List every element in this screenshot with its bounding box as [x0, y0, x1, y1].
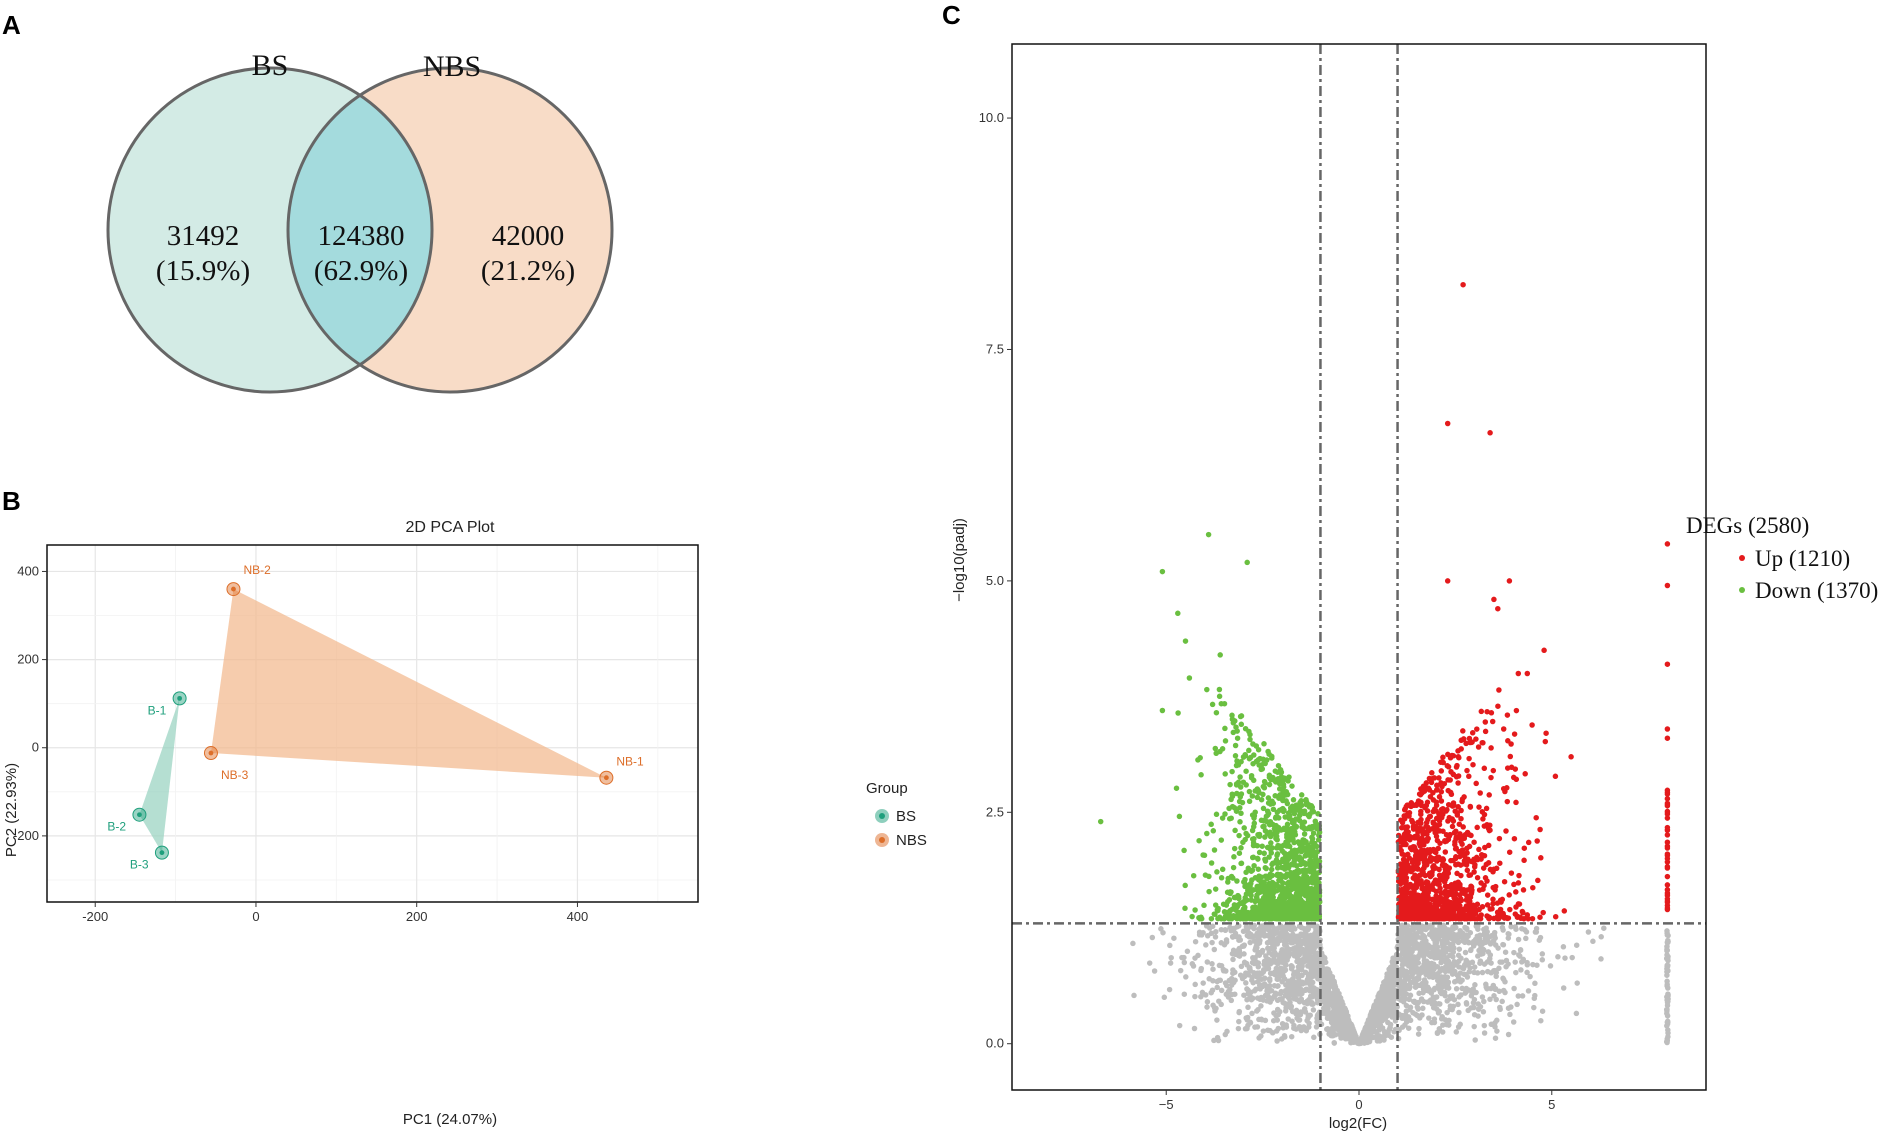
- pca-hull-bs: [139, 698, 180, 853]
- pca-point-label: B-2: [107, 820, 126, 834]
- pca-hull-nbs: [210, 589, 607, 778]
- pca-title: 2D PCA Plot: [406, 519, 495, 536]
- pca-point-core: [159, 850, 165, 856]
- pca-plot: 2D PCA Plot B-1 B-2 B-3 NB-2 NB-3 NB-1 -200 0 2…: [3, 519, 927, 1128]
- volcano-axis-ticks: −5 0 5 0.0 2.5 5.0 7.5 10.0: [979, 110, 1556, 1112]
- pca-axis-ticks: -200 0 200 400 -200 0 200 400: [13, 563, 588, 924]
- volcano-y-tick-label: 2.5: [986, 804, 1004, 819]
- volcano-panel-border: [1011, 43, 1707, 1091]
- volcano-significant-points: [1097, 281, 1671, 922]
- volcano-x-tick-label: 5: [1548, 1097, 1555, 1112]
- volcano-y-tick-label: 0.0: [986, 1036, 1004, 1051]
- volcano-y-tick-label: 10.0: [979, 110, 1004, 125]
- venn-overlap-region: [288, 68, 432, 392]
- volcano-legend-down-label: Down (1370): [1755, 578, 1878, 603]
- venn-bs-outline: [106, 66, 434, 394]
- volcano-legend-up-label: Up (1210): [1755, 546, 1850, 571]
- pca-x-tick-label: 400: [567, 909, 589, 924]
- venn-diagram: BS NBS 31492 (15.9%) 124380 (62.9%) 4200…: [106, 49, 614, 394]
- pca-legend-nbs-label: NBS: [896, 832, 927, 849]
- panel-label-b: B: [2, 486, 21, 516]
- volcano-points-up: [1395, 281, 1671, 922]
- volcano-background-points: [1130, 922, 1671, 1047]
- venn-nbs-only-percent: (21.2%): [481, 255, 575, 287]
- pca-y-axis-label: PC2 (22.93%): [3, 763, 20, 857]
- volcano-x-tick-label: −5: [1159, 1097, 1174, 1112]
- pca-points: B-1 B-2 B-3 NB-2 NB-3 NB-1: [107, 563, 644, 872]
- volcano-points-not-significant: [1130, 922, 1671, 1047]
- panel-label-a: A: [2, 10, 21, 40]
- venn-bs-only-percent: (15.9%): [156, 255, 250, 287]
- pca-group-hulls: [139, 589, 607, 853]
- volcano-points-down: [1097, 531, 1323, 922]
- pca-x-tick-label: 0: [252, 909, 259, 924]
- volcano-legend-down-marker: [1739, 587, 1745, 593]
- volcano-legend-title: DEGs (2580): [1686, 513, 1809, 538]
- volcano-legend-item-down: Down (1370): [1739, 578, 1878, 603]
- pca-legend-bs-label: BS: [896, 808, 916, 825]
- volcano-y-tick-label: 5.0: [986, 573, 1004, 588]
- pca-y-tick-label: -200: [13, 828, 39, 843]
- volcano-x-axis-label: log2(FC): [1329, 1115, 1387, 1132]
- volcano-y-axis-label: −log10(padj): [951, 518, 968, 602]
- volcano-legend-up-marker: [1739, 555, 1745, 561]
- pca-point-core: [231, 586, 236, 592]
- venn-bs-label: BS: [252, 49, 289, 82]
- pca-point-label: B-1: [148, 703, 167, 717]
- venn-overlap-percent: (62.9%): [314, 255, 408, 287]
- pca-point-label: NB-3: [221, 768, 249, 782]
- venn-overlap-count: 124380: [318, 220, 405, 252]
- pca-panel-border: [46, 544, 699, 903]
- volcano-threshold-lines: [1012, 44, 1706, 1090]
- pca-legend-item-bs: BS: [875, 808, 916, 825]
- pca-point-core: [208, 750, 214, 756]
- pca-point-core: [137, 812, 142, 818]
- pca-x-tick-label: 200: [406, 909, 428, 924]
- pca-y-tick-label: 200: [17, 652, 39, 667]
- pca-y-tick-label: 400: [17, 563, 39, 578]
- pca-point-core: [177, 695, 183, 701]
- pca-legend-item-nbs: NBS: [875, 832, 927, 849]
- pca-x-axis-label: PC1 (24.07%): [403, 1111, 497, 1128]
- volcano-legend-item-up: Up (1210): [1739, 546, 1850, 571]
- venn-nbs-outline: [286, 66, 614, 394]
- volcano-x-tick-label: 0: [1355, 1097, 1362, 1112]
- pca-point-label: NB-1: [616, 755, 644, 769]
- venn-nbs-label: NBS: [423, 50, 481, 83]
- pca-legend-bs-marker-core: [879, 813, 885, 819]
- volcano-plot: −5 0 5 0.0 2.5 5.0 7.5 10.0 log2(FC) −log10(pad…: [951, 43, 1878, 1132]
- pca-point-label: NB-2: [243, 563, 271, 577]
- venn-bs-only-count: 31492: [167, 220, 240, 252]
- pca-legend-title: Group: [866, 780, 908, 797]
- volcano-y-tick-label: 7.5: [986, 341, 1004, 356]
- pca-point-core: [603, 775, 609, 781]
- pca-point-label: B-3: [130, 858, 149, 872]
- pca-x-tick-label: -200: [82, 909, 108, 924]
- pca-y-tick-label: 0: [32, 740, 39, 755]
- venn-nbs-only-count: 42000: [492, 220, 565, 252]
- pca-legend-nbs-marker-core: [879, 837, 885, 843]
- panel-label-c: C: [942, 0, 961, 30]
